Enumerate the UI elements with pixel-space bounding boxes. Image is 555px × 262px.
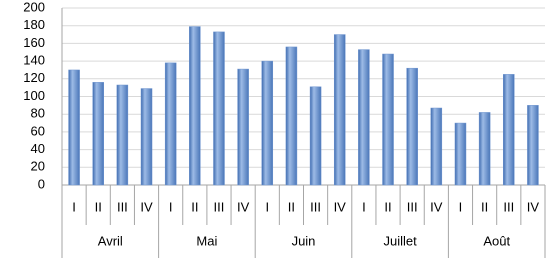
y-tick-label: 60 xyxy=(31,123,45,138)
x-tick-label: II xyxy=(288,199,295,214)
bar xyxy=(140,88,153,186)
bar xyxy=(285,46,298,186)
group-label: Mai xyxy=(196,233,217,248)
bar xyxy=(261,60,274,186)
x-tick-label: I xyxy=(459,199,463,214)
y-tick-label: 120 xyxy=(23,70,45,85)
bar xyxy=(382,53,394,186)
bar xyxy=(237,68,249,186)
group-label: Août xyxy=(483,233,510,248)
x-tick-label: I xyxy=(72,199,76,214)
x-tick-label: IV xyxy=(237,199,250,214)
x-tick-label: IV xyxy=(140,199,153,214)
group-label: Juin xyxy=(292,233,316,248)
x-tick-label: IV xyxy=(334,199,347,214)
x-tick-label: II xyxy=(384,199,391,214)
bar xyxy=(68,69,80,186)
bar xyxy=(358,49,370,186)
y-tick-label: 40 xyxy=(31,141,45,156)
x-tick-label: I xyxy=(265,199,269,214)
y-tick-label: 140 xyxy=(23,53,45,68)
x-tick-label: III xyxy=(117,199,128,214)
x-tick-label: III xyxy=(310,199,321,214)
group-label: Avril xyxy=(98,233,123,248)
bar xyxy=(454,122,467,186)
group-label: Juillet xyxy=(383,233,417,248)
y-tick-label: 0 xyxy=(38,176,45,191)
bar xyxy=(92,82,104,186)
bar xyxy=(309,86,322,186)
x-tick-label: I xyxy=(169,199,173,214)
bar xyxy=(430,107,443,186)
y-tick-label: 80 xyxy=(31,106,45,121)
y-tick-label: 180 xyxy=(23,17,45,32)
x-tick-label: II xyxy=(191,199,198,214)
x-tick-label: IV xyxy=(527,199,540,214)
bar xyxy=(213,31,225,186)
bar xyxy=(527,105,539,186)
x-tick-label: I xyxy=(362,199,366,214)
bar xyxy=(406,67,418,186)
y-tick-label: 20 xyxy=(31,159,45,174)
bar xyxy=(116,84,129,186)
x-tick-label: III xyxy=(503,199,514,214)
bar xyxy=(333,34,346,186)
y-tick-label: 100 xyxy=(23,88,45,103)
bar xyxy=(503,74,515,186)
y-tick-label: 160 xyxy=(23,35,45,50)
x-tick-label: III xyxy=(407,199,418,214)
bar xyxy=(164,62,177,186)
x-tick-label: II xyxy=(95,199,102,214)
x-tick-label: IV xyxy=(430,199,443,214)
x-tick-label: II xyxy=(481,199,488,214)
x-tick-label: III xyxy=(214,199,225,214)
y-tick-label: 200 xyxy=(23,0,45,14)
bar xyxy=(478,112,491,186)
bar xyxy=(189,26,201,186)
